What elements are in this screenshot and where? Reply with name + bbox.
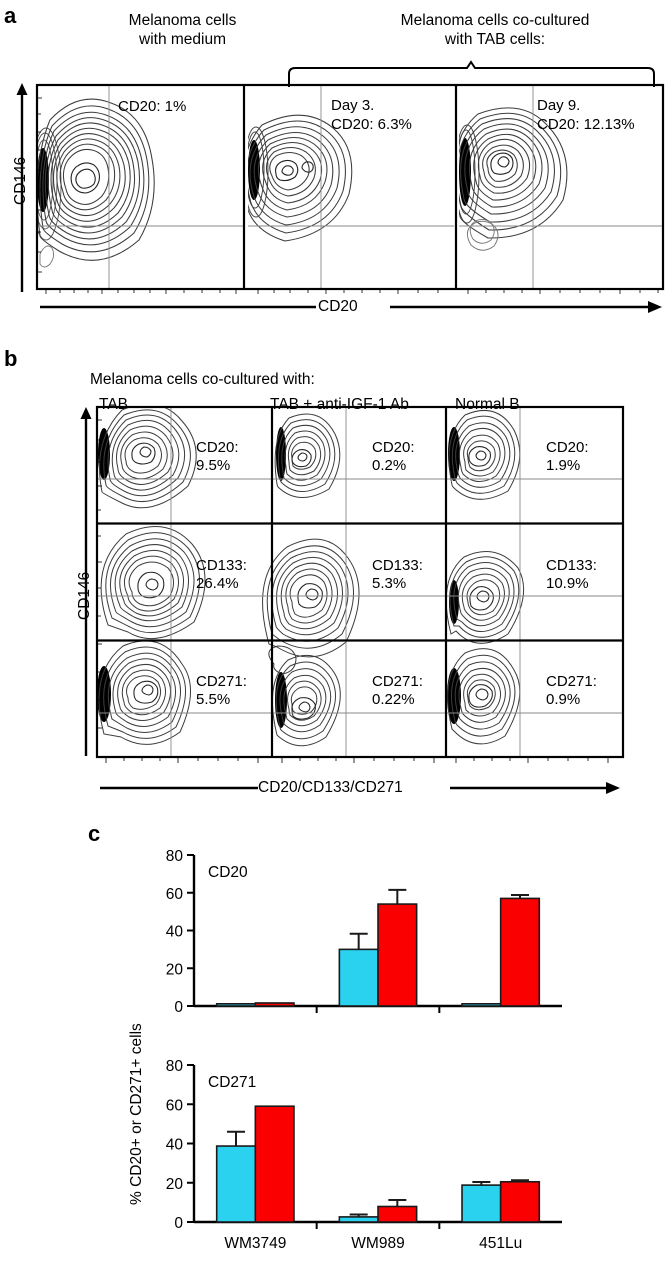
panel-b-col-header-normal-b: Normal B — [455, 396, 520, 413]
stat-day9: CD20: 12.13% — [537, 116, 635, 133]
bar-cd20-WM3749-series2 — [254, 1002, 295, 1007]
panel-b-x-axis-label: CD20/CD133/CD271 — [258, 779, 403, 796]
chart-cd20: 0 20 40 60 80 CD20 — [150, 845, 570, 1020]
panel-c-letter: c — [88, 821, 101, 846]
panel-b-gate-lines — [97, 407, 623, 757]
panel-b-x-axis-arrow — [98, 778, 622, 798]
panel-b-y-axis-arrow — [78, 406, 94, 758]
gate-lines-day9 — [459, 85, 663, 289]
y-tick-label: 20 — [166, 961, 184, 978]
flow-plot-day9 — [459, 107, 568, 251]
stat-b-r2c3: CD133: 10.9% — [546, 557, 597, 592]
panel-a-y-axis-label: CD146 — [12, 156, 29, 205]
panel-a-x-axis-label: CD20 — [318, 298, 358, 315]
bar-cd271-WM3749-series1 — [215, 1145, 257, 1223]
y-tick-label: 0 — [174, 1215, 183, 1232]
panel-b-plots — [95, 405, 625, 763]
stat-b-r1c3: CD20: 1.9% — [546, 439, 589, 474]
panel-a-letter: a — [4, 3, 17, 28]
panel-c-y-axis-label: % CD20+ or CD271+ cells — [128, 1023, 145, 1205]
bar-cd271-WM3749-series2 — [254, 1105, 295, 1223]
stat-b-r1c1: CD20: 9.5% — [196, 439, 239, 474]
day-label-day3: Day 3. — [331, 97, 375, 114]
flow-plot-day3 — [248, 114, 353, 242]
y-tick-label: 0 — [174, 999, 183, 1016]
bar-cd20-451Lu-series2 — [499, 897, 541, 1007]
flow-plot-b-r3c3 — [447, 648, 521, 745]
day-label-day9: Day 9. — [537, 97, 581, 114]
stat-b-r2c2: CD133: 5.3% — [372, 557, 423, 592]
y-tick-label: 60 — [166, 886, 184, 903]
bar-cd20-WM989-series1 — [338, 948, 379, 1007]
flow-plot-b-r1c1 — [98, 407, 197, 509]
x-tick-label: WM989 — [351, 1235, 404, 1252]
x-tick-label: 451Lu — [479, 1235, 522, 1252]
stat-b-r2c1: CD133: 26.4% — [196, 557, 247, 592]
flow-plot-medium — [37, 98, 155, 268]
x-tick-label: WM3749 — [224, 1235, 286, 1252]
y-tick-label: 40 — [166, 924, 184, 941]
flow-plot-b-r2c2 — [262, 538, 360, 675]
bar-cd271-WM989-series1 — [338, 1216, 379, 1223]
panel-b-y-axis-label: CD146 — [76, 571, 93, 620]
panel-a-header-left: Melanoma cells with medium — [128, 12, 237, 48]
bar-cd271-WM989-series2 — [377, 1205, 418, 1223]
bar-cd271-451Lu-series1 — [461, 1184, 502, 1223]
panel-a-y-axis-arrow — [14, 82, 30, 294]
flow-plot-b-r1c2 — [274, 413, 341, 498]
y-tick-label: 40 — [166, 1137, 184, 1154]
stat-b-r3c2: CD271: 0.22% — [372, 673, 423, 708]
y-tick-label: 80 — [166, 1058, 184, 1075]
flow-plot-b-r2c3 — [445, 551, 525, 644]
bar-cd20-451Lu-series1 — [461, 1003, 502, 1007]
y-tick-label: 20 — [166, 1176, 184, 1193]
panel-a-x-axis-arrow — [38, 297, 664, 317]
flow-plot-b-r1c3 — [448, 410, 521, 500]
stat-b-r1c2: CD20: 0.2% — [372, 439, 415, 474]
chart-cd271: 0 20 40 60 80 CD271 WM3749 WM989 451Lu — [150, 1055, 570, 1260]
panel-b-letter: b — [4, 346, 18, 371]
chart-title: CD20 — [208, 864, 248, 881]
y-tick-label: 80 — [166, 848, 184, 865]
panel-a-bracket — [285, 60, 660, 88]
panel-b-header: Melanoma cells co-cultured with: — [90, 371, 315, 388]
panel-a-header-right: Melanoma cells co-cultured with TAB cell… — [400, 12, 590, 48]
stat-b-r3c1: CD271: 5.5% — [196, 673, 247, 708]
stat-day3: CD20: 6.3% — [331, 116, 412, 133]
chart-title: CD271 — [208, 1074, 256, 1091]
y-tick-label: 60 — [166, 1097, 184, 1114]
stat-b-r3c3: CD271: 0.9% — [546, 673, 597, 708]
bar-cd20-WM3749-series1 — [215, 1003, 257, 1007]
panel-a-plots — [35, 83, 665, 294]
gate-lines-medium — [37, 85, 243, 289]
stat-medium: CD20: 1% — [118, 98, 187, 115]
gate-lines-day3 — [248, 85, 454, 289]
panel-b-col-header-tab-igf: TAB + anti-IGF-1 Ab — [270, 396, 409, 413]
bar-cd271-451Lu-series2 — [499, 1180, 541, 1223]
flow-plot-b-r3c2 — [272, 654, 341, 747]
flow-plot-b-r3c1 — [97, 640, 191, 745]
flow-plot-b-r2c1 — [100, 526, 206, 639]
bar-cd20-WM989-series2 — [377, 903, 418, 1007]
panel-b-col-header-tab: TAB — [99, 396, 128, 413]
